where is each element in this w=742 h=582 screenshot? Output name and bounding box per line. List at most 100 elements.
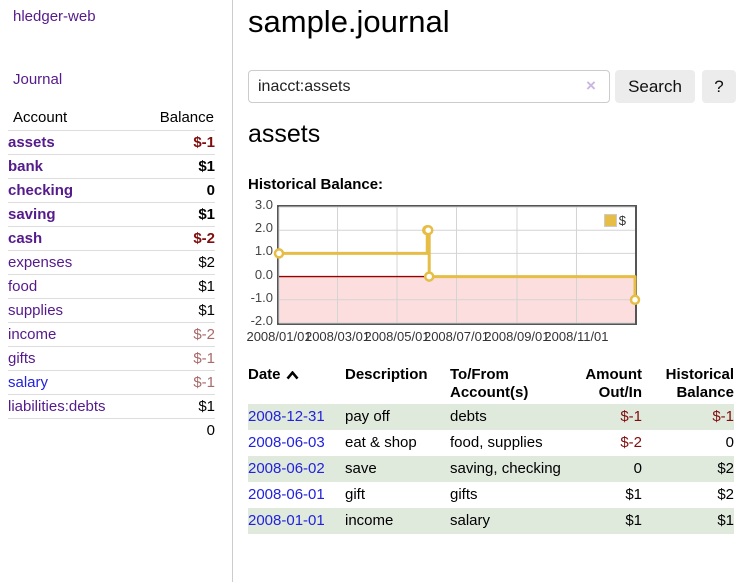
balance-cell: $1 [135, 274, 215, 299]
balance-cell: 0 [725, 434, 734, 451]
account-link-liabilities-debts[interactable]: liabilities:debts [8, 398, 106, 415]
balance-cell: $2 [717, 486, 734, 503]
account-row: gifts $-1 [8, 346, 215, 371]
account-cell: liabilities:debts [8, 394, 136, 419]
account-row: food $1 [8, 274, 215, 299]
account-link-assets[interactable]: assets [8, 134, 55, 151]
balance-cell: $1 [135, 154, 215, 179]
balance-cell: $-1 [135, 370, 215, 395]
account-link-bank[interactable]: bank [8, 158, 44, 175]
account-row: liabilities:debts $1 [8, 394, 215, 419]
accounts-cell: food, supplies [450, 434, 543, 451]
transaction-date-link[interactable]: 2008-12-31 [248, 408, 325, 425]
account-link-checking[interactable]: checking [8, 182, 74, 199]
description-cell: save [345, 456, 450, 482]
account-row: checking 0 [8, 178, 215, 203]
balance-cell: $-2 [135, 226, 215, 251]
amount-cell: $1 [625, 486, 642, 503]
balance-cell: $1 [642, 508, 734, 534]
transaction-row: 2008-01-01 income salary $1 $1 [248, 508, 734, 534]
brand-link[interactable]: hledger-web [13, 8, 96, 25]
account-row: cash $-2 [8, 226, 215, 251]
account-cell: gifts [8, 346, 136, 371]
description-cell: pay off [345, 404, 450, 430]
search-button[interactable]: Search [615, 70, 695, 103]
x-axis-tick-label: 2008/11/01 [544, 329, 609, 344]
account-cell: bank [8, 154, 136, 179]
description-column-header: Description [345, 366, 428, 383]
account-link-income[interactable]: income [8, 326, 57, 343]
x-axis-tick-label: 2008/01/01 [246, 329, 312, 344]
account-cell: salary [8, 370, 136, 395]
account-link-food[interactable]: food [8, 278, 38, 295]
description-cell: gift [345, 486, 366, 503]
description-cell: eat & shop [345, 434, 417, 451]
y-axis-tick-label: 0.0 [254, 266, 273, 282]
historical-balance-chart: $ 3.0 2.0 1.0 0.0 -1.0 -2.0 2008/01/01 2008/03/… [246, 197, 668, 345]
balance-cell: $1 [135, 298, 215, 323]
date-cell: 2008-06-02 [248, 456, 345, 482]
data-point-marker [423, 271, 435, 282]
search-form: × Search ? [248, 70, 742, 103]
balance-cell: $2 [642, 456, 734, 482]
account-page-title: assets [248, 120, 321, 148]
transaction-date-link[interactable]: 2008-06-01 [248, 486, 325, 503]
account-column-header: Account [13, 109, 68, 126]
amount-cell: $-1 [562, 404, 642, 430]
x-axis-tick-label: 2008/03/01 [304, 329, 371, 344]
accounts-cell: saving, checking [450, 456, 562, 482]
account-link-salary[interactable]: salary [8, 374, 49, 391]
sidebar-item-journal[interactable]: Journal [13, 71, 63, 88]
data-point-marker [629, 294, 641, 306]
help-button[interactable]: ? [702, 70, 736, 103]
y-axis-tick-label: 1.0 [254, 243, 273, 259]
account-cell: expenses [8, 250, 136, 275]
y-axis-tick-label: -1.0 [250, 289, 273, 305]
chart-plot-area: $ [273, 205, 641, 325]
x-axis-tick-label: 2008/05/01 [364, 329, 430, 344]
date-column-header[interactable]: Date [248, 364, 345, 404]
x-axis-tick-label: 2008/07/01 [423, 329, 490, 344]
transaction-date-link[interactable]: 2008-06-02 [248, 460, 325, 477]
balance-cell: $-1 [135, 346, 215, 371]
account-link-cash[interactable]: cash [8, 230, 43, 247]
account-link-expenses[interactable]: expenses [8, 254, 73, 271]
transaction-date-link[interactable]: 2008-06-03 [248, 434, 325, 451]
accounts-table-header: Account Balance [8, 107, 215, 131]
account-row: bank $1 [8, 154, 215, 179]
accounts-cell: debts [450, 404, 562, 430]
account-row: expenses $2 [8, 250, 215, 275]
account-link-saving[interactable]: saving [8, 206, 56, 223]
account-row: supplies $1 [8, 298, 215, 323]
transaction-row: 2008-06-02 save saving, checking 0 $2 [248, 456, 734, 482]
account-cell: assets [8, 130, 136, 155]
data-point-marker [273, 248, 285, 259]
main-content: sample.journal × Search ? assets Histori… [246, 0, 742, 582]
total-balance-cell: 0 [135, 418, 215, 442]
account-link-supplies[interactable]: supplies [8, 302, 64, 319]
sidebar-total-row: 0 [8, 418, 215, 442]
balance-cell: $1 [135, 202, 215, 227]
account-cell: supplies [8, 298, 136, 323]
x-axis-tick-label: 2008/09/01 [484, 329, 550, 344]
date-header-label: Date [248, 366, 281, 383]
account-cell: saving [8, 202, 136, 227]
amount-cell: $-2 [620, 434, 642, 451]
transaction-row: 2008-06-03 eat & shop food, supplies $-2 0 [248, 430, 734, 456]
account-row: saving $1 [8, 202, 215, 227]
accounts-cell: gifts [450, 486, 478, 503]
account-cell: cash [8, 226, 136, 251]
legend-swatch-icon [603, 214, 617, 227]
sidebar: hledger-web Journal Account Balance asse… [0, 0, 233, 582]
balance-cell: 0 [135, 178, 215, 203]
y-axis-tick-label: 3.0 [254, 197, 273, 212]
chart-canvas [273, 206, 641, 324]
amount-column-header: Amount Out/In [585, 366, 642, 401]
transaction-date-link[interactable]: 2008-01-01 [248, 512, 325, 529]
search-input[interactable] [248, 70, 610, 103]
date-cell: 2008-01-01 [248, 508, 345, 534]
clear-search-icon[interactable]: × [586, 76, 596, 95]
amount-cell: 0 [562, 456, 642, 482]
account-link-gifts[interactable]: gifts [8, 350, 36, 367]
account-cell: food [8, 274, 136, 299]
